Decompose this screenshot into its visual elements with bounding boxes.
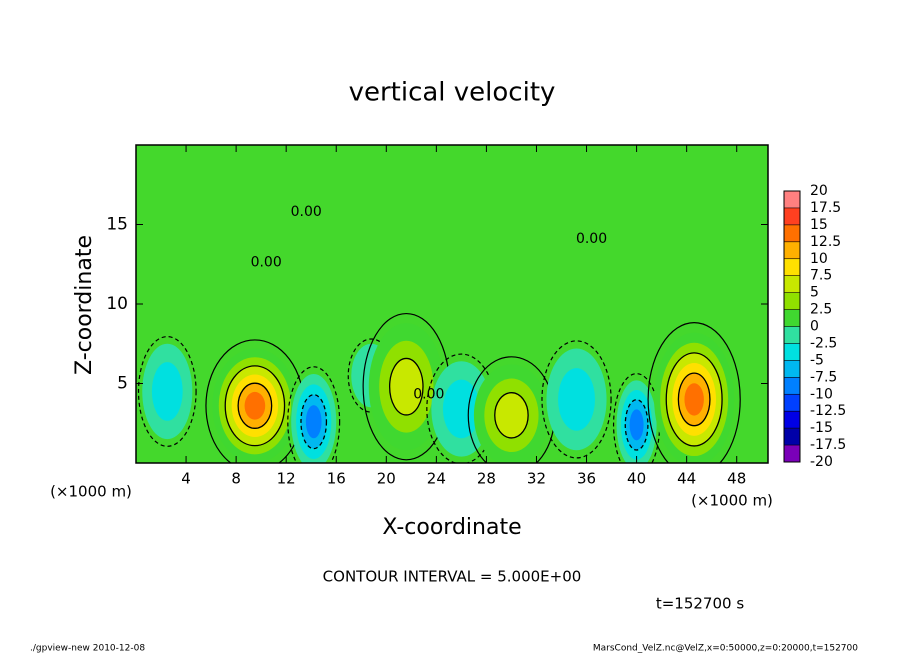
colorbar-cell: [784, 241, 800, 259]
x-axis-label: X-coordinate: [382, 515, 521, 540]
colorbar-cell: [784, 292, 800, 310]
contour-line: [677, 372, 711, 427]
contour-line: [541, 340, 612, 459]
footer-left: ./gpview-new 2010-12-08: [30, 644, 145, 654]
footer-right: MarsCond_VelZ.nc@VelZ,x=0:50000,z=0:2000…: [593, 644, 858, 654]
contour-label: 0.00: [576, 231, 607, 247]
colorbar-label: 15: [810, 217, 828, 233]
contour-line: [388, 357, 424, 416]
colorbar-cell: [784, 309, 800, 327]
contour-line: [647, 322, 741, 463]
colorbar-label: 12.5: [810, 234, 841, 250]
contour-line: [224, 365, 286, 447]
x-tick-label: 36: [577, 470, 596, 488]
x-tick-label: 40: [627, 470, 646, 488]
colorbar-label: 10: [810, 251, 828, 267]
colorbar-cell: [784, 428, 800, 446]
contour-label: 0.00: [413, 387, 444, 403]
contour-line: [137, 335, 197, 447]
colorbar-cell: [784, 326, 800, 344]
y-tick-label: 15: [106, 215, 128, 235]
colorbar-cell: [784, 360, 800, 378]
x-tick-label: 32: [527, 470, 546, 488]
colorbar-label: 5: [810, 285, 819, 301]
x-unit-label: (×1000 m): [691, 492, 773, 510]
x-tick-label: 12: [277, 470, 296, 488]
contour-interval: CONTOUR INTERVAL = 5.000E+00: [323, 568, 582, 586]
chart-title: vertical velocity: [349, 78, 556, 108]
y-unit-label: (×1000 m): [50, 483, 132, 501]
x-tick-label: 8: [231, 470, 241, 488]
colorbar-label: -10: [810, 386, 833, 402]
field: 0.00 0.00 0.00 0.00: [137, 204, 741, 463]
x-tick-label: 20: [377, 470, 396, 488]
x-tick-label: 44: [677, 470, 696, 488]
field-level: [684, 383, 704, 416]
colorbar-cell: [784, 191, 800, 208]
y-tick-label: 10: [106, 294, 128, 314]
colorbar-cell: [784, 343, 800, 361]
colorbar-cell: [784, 207, 800, 225]
field-level: [244, 391, 266, 420]
colorbar-label: -12.5: [810, 403, 846, 419]
colorbar-label: -2.5: [810, 335, 837, 351]
colorbar-cell: [784, 394, 800, 412]
time-label: t=152700 s: [656, 595, 744, 613]
contour-line: [287, 366, 341, 463]
colorbar-cell: [784, 445, 800, 462]
colorbar-cell: [784, 258, 800, 276]
field-level: [629, 409, 644, 441]
contour-line: [494, 392, 529, 439]
x-tick-label: 28: [477, 470, 496, 488]
colorbar-label: 17.5: [810, 200, 841, 216]
field-level: [151, 362, 183, 421]
colorbar-cell: [784, 224, 800, 242]
field-level: [389, 358, 424, 415]
colorbar-label: -17.5: [810, 437, 846, 453]
colorbar-label: 2.5: [810, 302, 832, 318]
y-tick-label: 5: [117, 374, 128, 394]
field-level: [305, 405, 322, 439]
colorbar-label: -7.5: [810, 369, 837, 385]
contour-line: [624, 399, 649, 451]
contour-line: [665, 352, 723, 447]
colorbar-label: 0: [810, 319, 819, 335]
field-level: [494, 392, 529, 438]
y-axis-label: Z-coordinate: [72, 235, 97, 375]
x-tick-label: 48: [727, 470, 746, 488]
field-level: [558, 368, 596, 431]
colorbar-label: 20: [810, 183, 828, 199]
contour-label: 0.00: [251, 255, 282, 271]
contour-label: 0.00: [291, 204, 322, 220]
x-tick-label: 16: [327, 470, 346, 488]
colorbar-cell: [784, 377, 800, 395]
colorbar-cell: [784, 275, 800, 293]
x-tick-label: 24: [427, 470, 446, 488]
x-tick-label: 4: [181, 470, 191, 488]
colorbar-cell: [784, 411, 800, 429]
colorbar-label: -5: [810, 352, 824, 368]
colorbar-label: -20: [810, 454, 833, 470]
contour-line: [237, 382, 273, 429]
colorbar-label: -15: [810, 420, 833, 436]
colorbar-label: 7.5: [810, 268, 832, 284]
contour-line: [300, 394, 328, 450]
